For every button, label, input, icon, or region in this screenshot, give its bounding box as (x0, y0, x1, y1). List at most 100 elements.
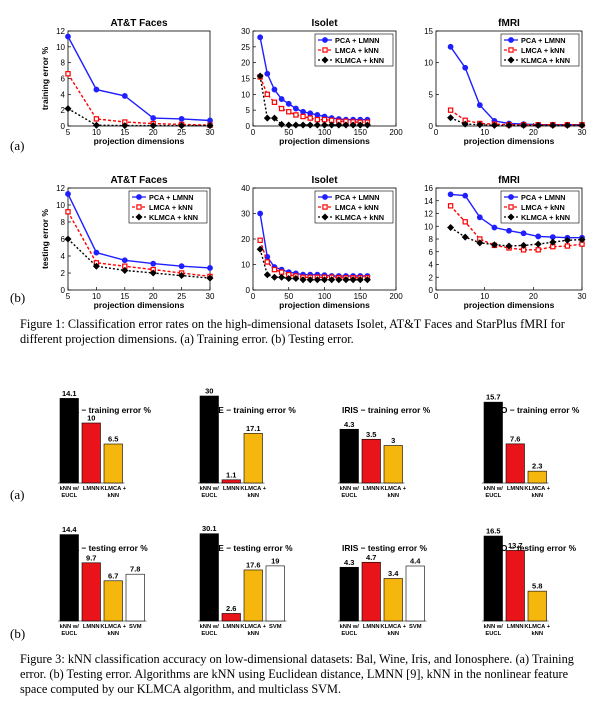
bar (199, 533, 219, 622)
x-tick-label: 30 (206, 292, 215, 301)
legend-label: LMCA + kNN (521, 46, 565, 55)
bar-chart-1: BAL − training error % 14.1 kNN w/EUCL 10 LM… (58, 389, 152, 499)
y-tick-label: 15 (241, 75, 250, 84)
figure1-row-label-a: (a) (10, 138, 25, 153)
legend-box (128, 190, 208, 224)
bar-value-label: 4.3 (344, 558, 354, 567)
bar-category-label: kNN w/ (340, 486, 360, 492)
legend-label: KLMCA + kNN (521, 213, 570, 222)
data-point (93, 249, 100, 256)
bar-value-label: 15.7 (486, 393, 501, 402)
data-point (461, 233, 469, 241)
y-tick-label: 12 (424, 210, 433, 219)
legend-marker (322, 204, 328, 210)
data-point (306, 276, 314, 284)
bar-value-label: 2.3 (532, 462, 542, 471)
data-point (256, 72, 264, 80)
data-point (462, 219, 468, 225)
y-tick-label: 10 (424, 59, 433, 68)
x-tick-label: 100 (318, 292, 332, 301)
data-point (264, 259, 271, 265)
bar-value-label: 7.6 (510, 434, 520, 443)
bar-category-label: kNN w/ (484, 624, 504, 630)
bar-value-label: 17.6 (246, 560, 261, 569)
bar-category-label: SVM (269, 624, 282, 630)
legend-label: KLMCA + kNN (521, 56, 570, 65)
y-tick-label: 0 (429, 286, 434, 295)
bar-value-label: 14.1 (62, 389, 77, 398)
bar-category-label: kNN (107, 493, 119, 499)
legend-label: LMCA + kNN (335, 203, 379, 212)
data-point (328, 121, 336, 129)
chart-title: WINE − testing error % (202, 543, 293, 553)
x-tick-label: 50 (284, 292, 293, 301)
y-tick-label: 10 (56, 43, 65, 52)
bar (527, 590, 547, 622)
data-point (447, 107, 454, 113)
x-tick-label: 100 (318, 128, 332, 137)
y-tick-label: 10 (241, 90, 250, 99)
bar-value-label: 2.6 (226, 604, 236, 613)
bar-value-label: 7.8 (130, 565, 140, 574)
bar (405, 565, 425, 622)
y-axis-label: testing error % (40, 209, 50, 269)
x-tick-label: 150 (354, 128, 368, 137)
data-point (447, 224, 455, 232)
x-tick-label: 15 (120, 292, 129, 301)
bar-category-label: KLMCA + (240, 624, 266, 630)
y-tick-label: 0 (429, 122, 434, 131)
bar-value-label: 13.7 (508, 541, 523, 550)
y-axis-label: training error % (40, 46, 50, 110)
legend-label: PCA + LMNN (521, 36, 566, 45)
legend-label: LMCA + kNN (149, 203, 193, 212)
x-tick-label: 0 (434, 292, 439, 301)
bar-chart-2: WINE − training error % 30 kNN w/EUCL 1.1 LM… (198, 387, 296, 499)
plot-frame (67, 30, 211, 127)
data-point (299, 121, 307, 129)
bar-value-label: 3.4 (388, 569, 399, 578)
x-axis-label: projection dimensions (94, 136, 185, 146)
data-point (299, 276, 307, 284)
bar (483, 401, 503, 484)
y-tick-label: 25 (241, 43, 250, 52)
data-point (578, 236, 586, 244)
bar-value-label: 17.1 (246, 424, 261, 433)
line-chart-6: fMRI 0 10 20 30 0 2 4 6 8 10 12 14 16 projection dimen… (424, 175, 587, 310)
bar-category-label: KLMCA + (380, 486, 406, 492)
data-point (564, 243, 571, 249)
bar (221, 613, 241, 622)
data-point (314, 112, 321, 118)
series-line (259, 213, 368, 277)
chart-title: WINE − training error % (202, 405, 296, 415)
chart-title: fMRI (498, 18, 520, 29)
bar-value-label: 4.3 (344, 420, 354, 429)
chart-title: fMRI (498, 175, 520, 186)
x-tick-label: 0 (251, 292, 256, 301)
x-tick-label: 150 (354, 292, 368, 301)
line-chart-3: fMRI 0 10 20 30 0 5 10 15 projection dimensions PC… (424, 18, 587, 146)
bar (339, 566, 359, 622)
y-tick-label: 10 (241, 261, 250, 270)
data-point (461, 120, 469, 128)
line-chart-5: Isolet 0 50 100 150 200 0 10 20 30 40 projection di… (241, 175, 403, 310)
bar (265, 565, 285, 622)
data-point (307, 115, 313, 121)
y-tick-label: 0 (246, 122, 251, 131)
data-point (206, 122, 214, 130)
data-point (278, 105, 285, 112)
bar (199, 395, 219, 484)
y-tick-label: 20 (241, 59, 250, 68)
bar-category-label: KLMCA + (240, 486, 266, 492)
bar-value-label: 30.1 (202, 524, 217, 533)
data-point (313, 121, 321, 129)
data-point (178, 115, 185, 122)
y-tick-label: 30 (241, 27, 250, 36)
bar-value-label: 30 (205, 387, 213, 396)
bar (81, 422, 101, 484)
bar-value-label: 9.7 (86, 553, 96, 562)
data-point (321, 116, 328, 123)
data-point (286, 109, 292, 115)
bar (383, 445, 403, 484)
data-point (549, 121, 557, 129)
chart-title: AT&T Faces (110, 175, 167, 186)
